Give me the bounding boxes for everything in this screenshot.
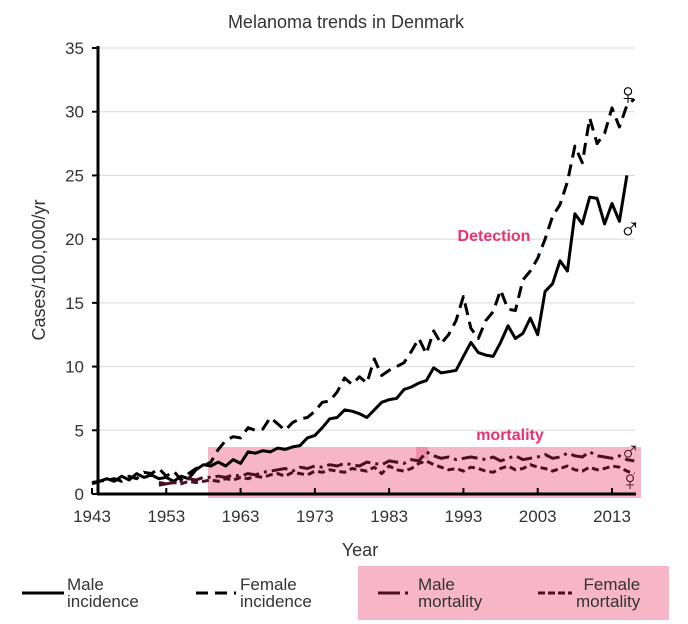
series-line-female-incidence (91, 97, 636, 484)
mortality-highlight-mark (416, 447, 428, 459)
legend-label: Female (583, 575, 641, 594)
legend-label: incidence (67, 592, 139, 611)
legend-highlight (358, 566, 669, 620)
legend-label: incidence (240, 592, 312, 611)
y-tick-label: 5 (75, 421, 84, 440)
x-axis-label: Year (342, 540, 378, 560)
x-tick-label: 2013 (593, 507, 631, 526)
y-tick-label: 25 (65, 166, 84, 185)
series-line-female-mortality (158, 459, 635, 487)
series-line-male-mortality (158, 450, 635, 486)
legend-label: Female (240, 575, 297, 594)
x-tick-label: 1993 (445, 507, 483, 526)
x-tick-label: 1973 (296, 507, 334, 526)
legend-female-mortality: Female mortality (576, 576, 640, 610)
chart-title: Melanoma trends in Denmark (228, 12, 465, 32)
x-tick-label: 1943 (73, 507, 111, 526)
detection-annotation: Detection (458, 228, 531, 245)
x-tick-label: 1963 (222, 507, 260, 526)
y-tick-label: 20 (65, 230, 84, 249)
y-tick-label: 10 (65, 358, 84, 377)
male-incidence-symbol: ♂ (619, 212, 642, 245)
y-tick-label: 35 (65, 39, 84, 58)
y-axis-label: Cases/100,000/yr (29, 199, 49, 340)
male-mortality-symbol: ♂ (620, 435, 641, 466)
y-tick-label: 30 (65, 103, 84, 122)
y-tick-label: 15 (65, 294, 84, 313)
legend-male-mortality: Male mortality (418, 576, 482, 610)
legend-label: Male (418, 575, 455, 594)
female-mortality-symbol: ♀ (620, 465, 641, 496)
female-incidence-symbol: ♀ (617, 78, 640, 111)
x-tick-label: 1953 (147, 507, 185, 526)
legend-label: mortality (576, 592, 641, 611)
x-tick-label: 2003 (519, 507, 557, 526)
y-tick-label: 0 (75, 485, 84, 504)
legend-label: mortality (418, 592, 483, 611)
x-tick-label: 1983 (370, 507, 408, 526)
legend-label: Male (67, 575, 104, 594)
series-line-male-incidence (91, 175, 629, 486)
legend-male-incidence: Male incidence (67, 576, 139, 610)
mortality-annotation: mortality (476, 427, 544, 444)
legend-female-incidence: Female incidence (240, 576, 312, 610)
